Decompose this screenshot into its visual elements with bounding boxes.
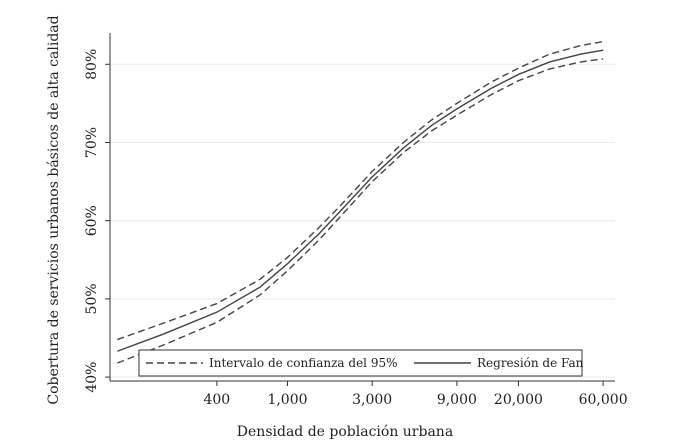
legend: Intervalo de confianza del 95% Regresión … xyxy=(138,349,584,377)
legend-box xyxy=(138,349,583,377)
fan-regression-line xyxy=(117,49,604,352)
x-tick-label-4: 20,000 xyxy=(494,392,543,408)
y-tick-label-4: 80% xyxy=(84,49,100,80)
x-tick-label-5: 60,000 xyxy=(579,392,628,408)
y-tick-label-3: 70% xyxy=(84,127,100,158)
x-tick-label-3: 9,000 xyxy=(437,392,477,408)
axes: 40% 50% 60% 70% 80% 400 1,000 3,000 9,000 20,000 6… xyxy=(84,33,628,408)
x-tick-label-0: 400 xyxy=(203,392,230,408)
grid-lines xyxy=(110,63,615,378)
legend-label-1: Regresión de Fan xyxy=(477,356,584,370)
x-tick-label-1: 1,000 xyxy=(267,392,307,408)
y-tick-label-2: 60% xyxy=(84,205,100,236)
x-tick-label-2: 3,000 xyxy=(352,392,392,408)
confidence-band-line-1 xyxy=(117,40,604,341)
x-axis-label: Densidad de población urbana xyxy=(237,424,453,440)
y-tick-label-0: 40% xyxy=(84,362,100,393)
legend-label-0: Intervalo de confianza del 95% xyxy=(209,356,398,370)
confidence-band-line-2 xyxy=(117,58,604,364)
y-axis-label: Cobertura de servicios urbanos básicos d… xyxy=(46,15,62,404)
series-group xyxy=(117,40,604,364)
y-tick-label-1: 50% xyxy=(84,283,100,314)
